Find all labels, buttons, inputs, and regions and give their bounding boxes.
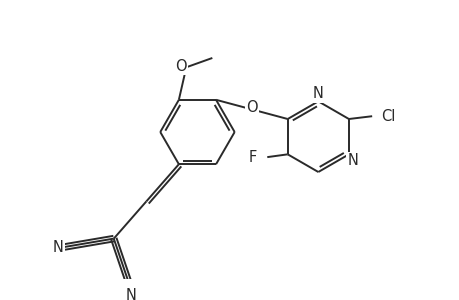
Text: Cl: Cl [381, 109, 395, 124]
Text: N: N [52, 240, 63, 255]
Text: O: O [174, 59, 186, 74]
Text: F: F [248, 150, 257, 165]
Text: N: N [312, 86, 323, 101]
Text: O: O [246, 100, 257, 115]
Text: N: N [126, 288, 137, 300]
Text: N: N [347, 153, 357, 168]
